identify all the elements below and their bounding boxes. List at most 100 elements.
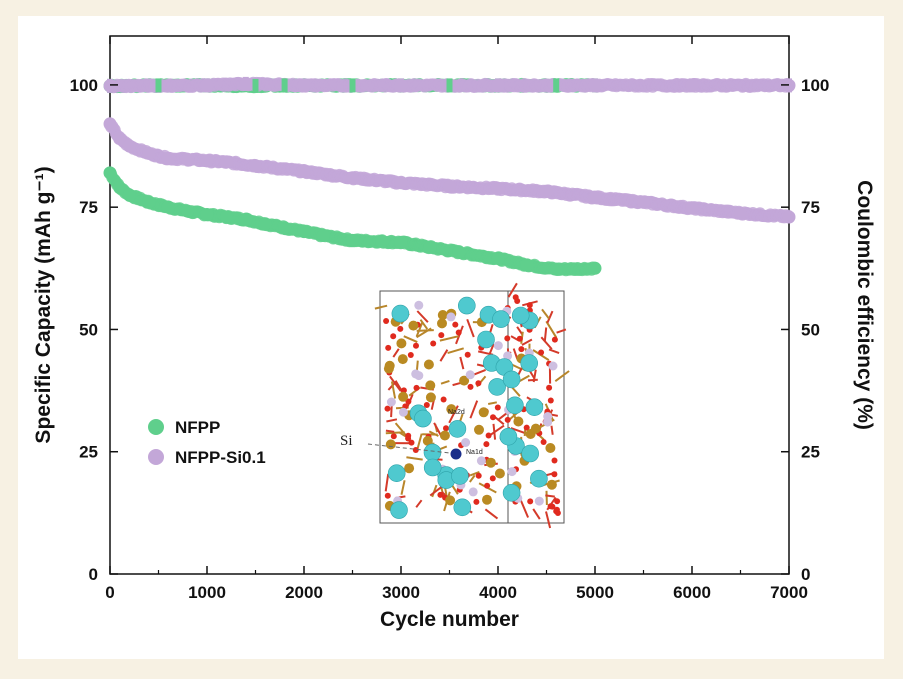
oxygen-atom: [551, 471, 558, 478]
bond: [521, 338, 533, 346]
iron-atom: [423, 359, 434, 370]
data-point: [297, 165, 311, 178]
phosphorus-atom: [398, 407, 408, 417]
oxygen-atom: [551, 336, 558, 343]
bond: [439, 335, 459, 342]
iron-atom: [546, 479, 557, 490]
iron-atom: [422, 435, 433, 446]
bond: [394, 422, 408, 437]
iron-atom: [437, 318, 447, 329]
legend-item: NFPP-Si0.1: [148, 448, 266, 467]
data-point: [204, 78, 210, 93]
y-right-tick-label: 100: [801, 76, 829, 95]
oxygen-atom: [384, 492, 391, 499]
bond: [389, 375, 402, 392]
oxygen-atom: [408, 439, 415, 446]
data-point: [592, 78, 598, 93]
data-point: [423, 240, 437, 254]
phosphorus-atom: [476, 456, 486, 466]
iron-atom: [478, 407, 489, 418]
data-point: [782, 210, 796, 224]
legend-marker: [148, 449, 164, 465]
bond: [448, 405, 459, 424]
iron-atom: [397, 354, 408, 365]
sodium-atom: [391, 304, 410, 323]
sodium-atom: [530, 469, 548, 488]
bond: [532, 508, 541, 520]
y-right-tick-label: 0: [801, 565, 810, 584]
data-point: [219, 210, 233, 224]
bond: [550, 425, 554, 435]
bond: [507, 282, 518, 298]
data-point: [491, 252, 505, 265]
sodium-atom: [387, 464, 406, 483]
data-point: [394, 235, 408, 249]
iron-atom: [385, 439, 396, 450]
data-point: [588, 190, 602, 204]
oxygen-atom: [518, 346, 525, 353]
data-point: [452, 245, 466, 259]
bond: [511, 386, 521, 397]
y-left-tick-label: 100: [70, 76, 98, 95]
legend: NFPP NFPP-Si0.1: [148, 418, 266, 467]
sodium-atom: [502, 483, 521, 502]
y-axis-left-title: Specific Capacity (mAh g⁻¹): [32, 166, 55, 443]
sodium-atom: [477, 330, 495, 349]
data-point: [103, 117, 117, 131]
data-point: [200, 154, 214, 168]
data-point: [685, 201, 699, 215]
data-point: [113, 132, 127, 146]
oxygen-atom: [475, 472, 482, 479]
data-point: [520, 258, 534, 272]
data-point: [155, 78, 162, 93]
iron-atom: [485, 457, 496, 468]
data-point: [242, 76, 249, 91]
bond: [510, 427, 527, 435]
bond: [519, 499, 530, 518]
phosphorus-atom: [468, 487, 478, 497]
data-point: [540, 185, 553, 198]
oxygen-atom: [413, 342, 419, 349]
oxygen-atom: [546, 384, 553, 391]
iron-atom: [439, 430, 450, 441]
y-left-tick-label: 25: [79, 443, 98, 462]
oxygen-atom: [489, 475, 496, 482]
bond: [469, 470, 480, 477]
iron-atom: [408, 320, 419, 331]
data-point: [239, 212, 253, 226]
bond: [400, 480, 406, 495]
bond: [403, 335, 418, 344]
bond: [488, 401, 497, 405]
legend-item: NFPP: [148, 418, 220, 437]
site-label-na2d: Na2d: [448, 409, 465, 416]
data-point: [734, 206, 747, 220]
bond: [468, 474, 476, 483]
data-point: [495, 78, 501, 93]
oxygen-atom: [443, 425, 449, 432]
data-point: [142, 195, 156, 209]
iron-atom: [494, 468, 505, 479]
iron-atom: [398, 391, 409, 402]
oxygen-atom: [407, 352, 414, 358]
oxygen-atom: [485, 432, 492, 439]
oxygen-atom: [412, 447, 419, 453]
iron-atom: [446, 404, 457, 415]
data-point: [689, 78, 695, 93]
x-tick-label: 3000: [382, 583, 420, 602]
data-point: [200, 208, 214, 221]
crystal-structure-inset: Si Na2d Na1d: [340, 282, 570, 529]
bond: [545, 511, 552, 529]
bond: [385, 431, 405, 435]
iron-atom: [445, 495, 456, 506]
iron-atom: [384, 360, 395, 371]
site-label-na1d: Na1d: [466, 449, 483, 456]
data-point: [219, 155, 233, 169]
oxygen-atom: [405, 435, 412, 442]
oxygen-atom: [413, 384, 420, 391]
y-left-tick-label: 50: [79, 320, 98, 339]
bond: [439, 349, 449, 362]
legend-label: NFPP: [175, 418, 220, 437]
oxygen-atom: [437, 491, 444, 498]
oxygen-atom: [452, 321, 459, 328]
bond: [543, 327, 548, 342]
